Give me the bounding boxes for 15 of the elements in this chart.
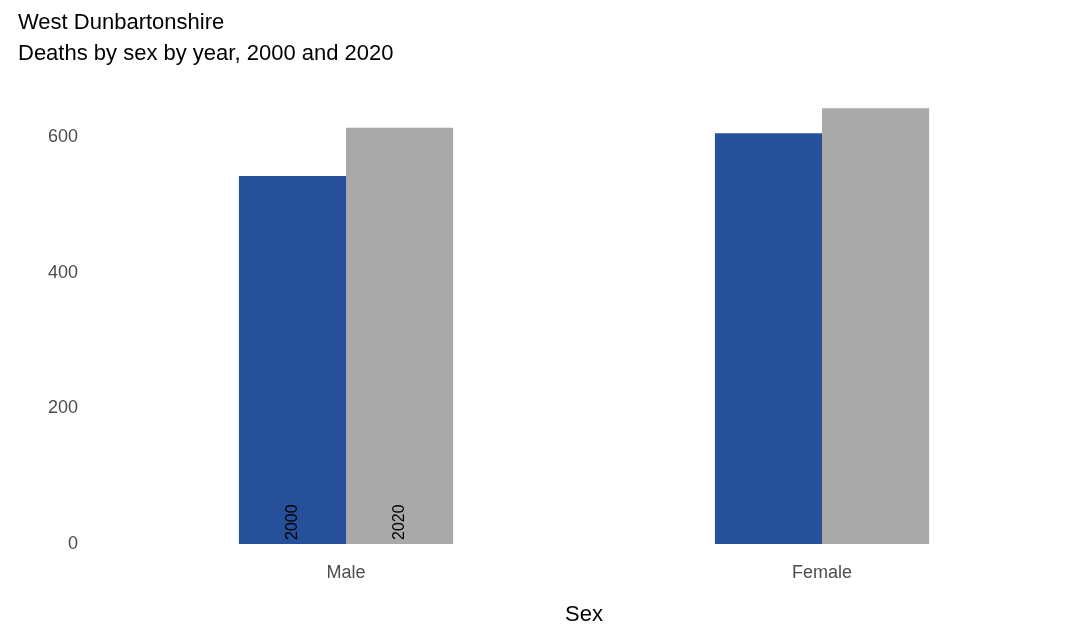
- x-tick-label: Male: [326, 561, 366, 582]
- x-axis-title: Sex: [565, 600, 603, 626]
- y-tick-label: 400: [47, 261, 79, 282]
- y-tick-label: 600: [47, 126, 79, 147]
- x-tick-label: Female: [791, 561, 853, 582]
- bar: [714, 133, 823, 544]
- y-tick-label: 0: [68, 532, 79, 553]
- series-label: 2020: [389, 504, 407, 540]
- series-label: 2000: [282, 504, 300, 540]
- y-tick-label: 200: [47, 397, 79, 418]
- chart-subtitle: Deaths by sex by year, 2000 and 2020: [18, 39, 394, 65]
- chart-title: West Dunbartonshire: [18, 9, 225, 35]
- bar: [822, 108, 930, 544]
- bar: [238, 175, 347, 544]
- bar: [346, 127, 454, 544]
